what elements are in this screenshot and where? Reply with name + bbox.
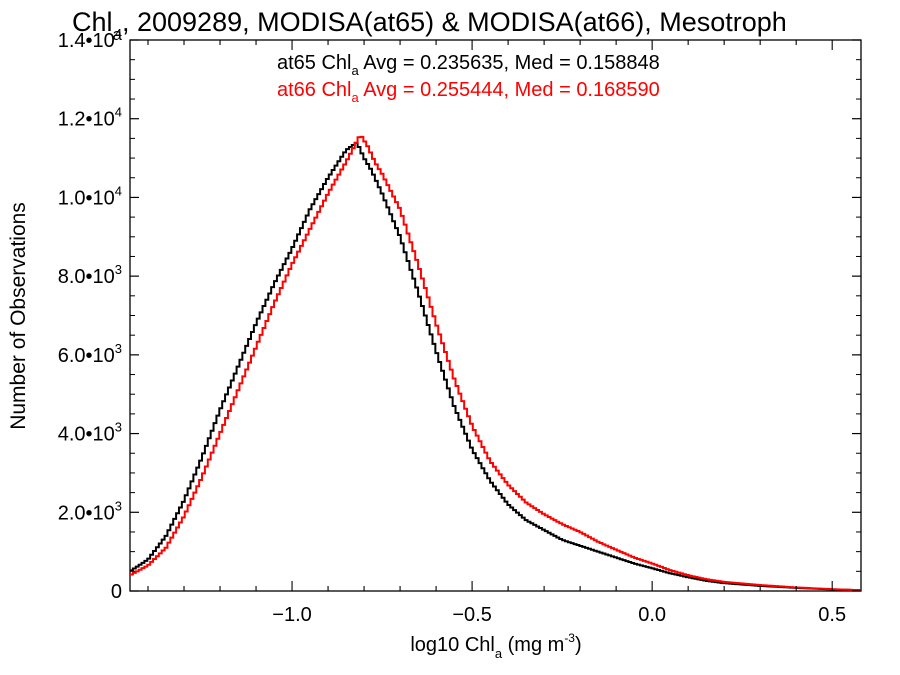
stats-annotations: at65 Chla Avg = 0.235635, Med = 0.158848… (277, 52, 660, 105)
y-tick-label: 4.0•103 (58, 420, 122, 446)
x-axis-ticks: −1.0 −0.5 0.0 0.5 (147, 40, 846, 626)
y-tick-label: 1.4•104 (58, 26, 122, 52)
y-tick-label: 8.0•103 (58, 262, 122, 288)
chart-title: Chla, 2009289, MODISA(at65) & MODISA(at6… (72, 7, 787, 44)
x-tick-label: 0.0 (638, 604, 666, 626)
plot-frame (129, 39, 862, 592)
x-tick-label: −0.5 (452, 604, 491, 626)
stats-annotation-2: at66 Chla Avg = 0.255444, Med = 0.168590 (277, 79, 660, 105)
y-axis-label: Number of Observations (7, 202, 30, 430)
y-tick-label: 1.0•104 (58, 183, 122, 209)
y-tick-label: 1.2•104 (58, 105, 122, 131)
y-tick-label: 2.0•103 (58, 498, 122, 524)
x-tick-label: 0.5 (818, 604, 846, 626)
y-tick-label: 0 (111, 581, 122, 603)
series-layer (130, 135, 861, 592)
x-tick-label: −1.0 (272, 604, 311, 626)
series-line-1 (130, 141, 861, 592)
plot-area: 0 2.0•103 4.0•103 6.0•103 8.0•103 1.0•104 1.2•… (58, 26, 862, 626)
series-line-2 (130, 135, 861, 592)
x-axis-label: log10 Chla (mg m-3) (410, 631, 581, 661)
y-axis-ticks: 0 2.0•103 4.0•103 6.0•103 8.0•103 1.0•104 1.2•… (58, 26, 861, 603)
stats-annotation-1: at65 Chla Avg = 0.235635, Med = 0.158848 (277, 52, 660, 78)
y-tick-label: 6.0•103 (58, 341, 122, 367)
